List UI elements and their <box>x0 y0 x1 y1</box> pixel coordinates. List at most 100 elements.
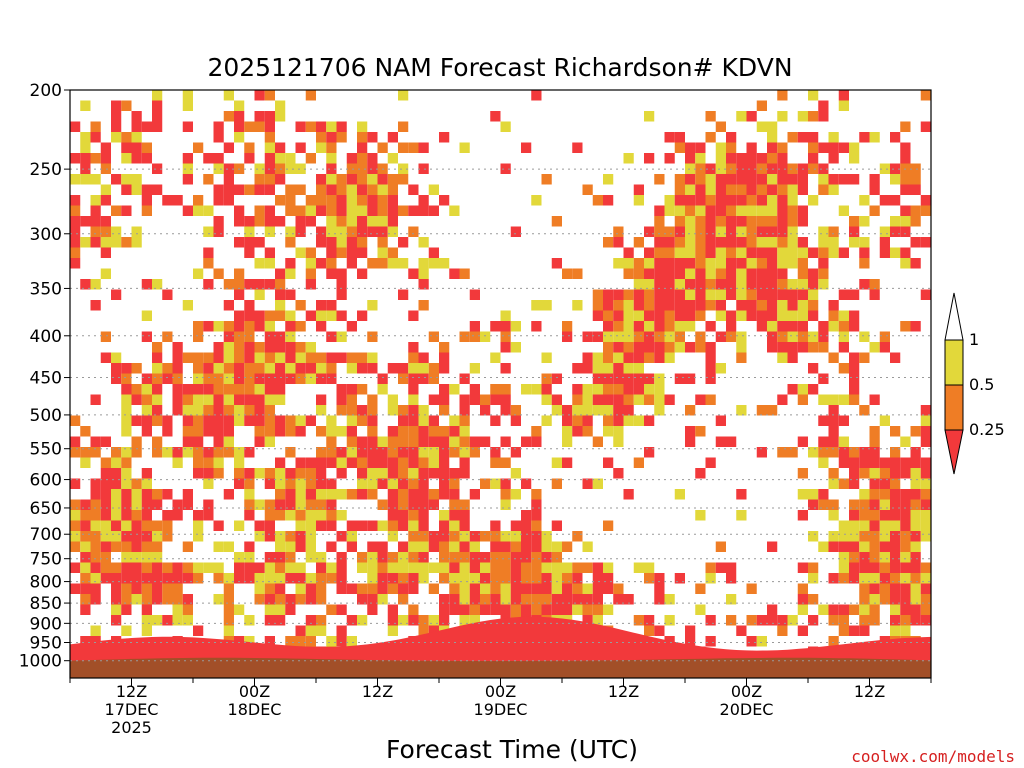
ri-cell <box>500 321 511 332</box>
ri-cell <box>141 489 152 500</box>
ri-cell <box>644 415 655 426</box>
x-tick-label: 20DEC <box>720 700 774 719</box>
ri-cell <box>900 615 911 626</box>
ri-cell <box>767 195 778 206</box>
ri-cell <box>726 289 737 300</box>
ri-cell <box>121 499 132 510</box>
ri-cell <box>264 205 275 216</box>
ri-cell <box>531 541 542 552</box>
ri-cell <box>531 90 542 101</box>
ri-cell <box>193 562 204 573</box>
ri-cell <box>193 468 204 479</box>
ri-cell <box>121 573 132 584</box>
ri-cell <box>859 531 870 542</box>
ri-cell <box>603 604 614 615</box>
ri-cell <box>715 142 726 153</box>
ri-cell <box>521 142 532 153</box>
ri-cell <box>746 237 757 248</box>
ri-cell <box>787 331 798 342</box>
ri-cell <box>387 531 398 542</box>
ri-cell <box>141 405 152 416</box>
ri-cell <box>80 636 91 647</box>
ri-cell <box>910 604 921 615</box>
ri-cell <box>326 457 337 468</box>
ri-cell <box>398 405 409 416</box>
ri-cell <box>705 342 716 353</box>
ri-cell <box>531 604 542 615</box>
ri-cell <box>531 573 542 584</box>
ri-cell <box>551 520 562 531</box>
ri-cell <box>100 478 111 489</box>
ri-cell <box>285 258 296 269</box>
ri-cell <box>316 258 327 269</box>
ri-cell <box>111 468 122 479</box>
ri-cell <box>275 195 286 206</box>
ri-cell <box>777 153 788 164</box>
ri-cell <box>746 258 757 269</box>
ri-cell <box>490 447 501 458</box>
ri-cell <box>203 562 214 573</box>
ri-cell <box>254 594 265 605</box>
x-tick-label: 00Z <box>485 682 516 701</box>
ri-cell <box>285 163 296 174</box>
ri-cell <box>357 520 368 531</box>
ri-cell <box>849 510 860 521</box>
ri-cell <box>141 426 152 437</box>
ri-cell <box>223 184 234 195</box>
ri-cell <box>510 226 521 237</box>
ri-cell <box>572 300 583 311</box>
ri-cell <box>859 594 870 605</box>
ri-cell <box>90 205 101 216</box>
ri-cell <box>900 510 911 521</box>
credit-link[interactable]: coolwx.com/models <box>851 747 1015 766</box>
ri-cell <box>141 153 152 164</box>
ri-cell <box>357 447 368 458</box>
ri-cell <box>695 237 706 248</box>
ri-cell <box>193 394 204 405</box>
ri-cell <box>111 174 122 185</box>
ri-cell <box>234 363 245 374</box>
ri-cell <box>685 258 696 269</box>
ri-cell <box>859 447 870 458</box>
ri-cell <box>439 363 450 374</box>
ri-cell <box>572 604 583 615</box>
ri-cell <box>787 279 798 290</box>
ri-cell <box>275 363 286 374</box>
ri-cell <box>70 216 81 227</box>
ri-cell <box>377 184 388 195</box>
ri-cell <box>100 562 111 573</box>
ri-cell <box>490 604 501 615</box>
ri-cell <box>367 562 378 573</box>
ri-cell <box>223 342 234 353</box>
ri-cell <box>777 111 788 122</box>
ri-cell <box>449 384 460 395</box>
ri-cell <box>100 247 111 258</box>
ri-cell <box>336 216 347 227</box>
ri-cell <box>182 153 193 164</box>
ri-cell <box>490 531 501 542</box>
ri-cell <box>849 562 860 573</box>
ri-cell <box>80 510 91 521</box>
ri-cell <box>808 142 819 153</box>
ri-cell <box>685 436 696 447</box>
ri-cell <box>131 121 142 132</box>
ri-cell <box>346 237 357 248</box>
ri-cell <box>715 153 726 164</box>
ri-cell <box>736 510 747 521</box>
ri-cell <box>162 562 173 573</box>
ri-cell <box>797 321 808 332</box>
ri-cell <box>439 258 450 269</box>
ri-cell <box>326 489 337 500</box>
ri-cell <box>275 562 286 573</box>
ri-cell <box>408 499 419 510</box>
ri-cell <box>890 457 901 468</box>
ri-cell <box>213 352 224 363</box>
ri-cell <box>900 583 911 594</box>
ri-cell <box>162 489 173 500</box>
ri-cell <box>387 604 398 615</box>
ri-cell <box>818 457 829 468</box>
ri-cell <box>510 541 521 552</box>
ri-cell <box>254 289 265 300</box>
ri-cell <box>469 594 480 605</box>
ri-cell <box>828 436 839 447</box>
